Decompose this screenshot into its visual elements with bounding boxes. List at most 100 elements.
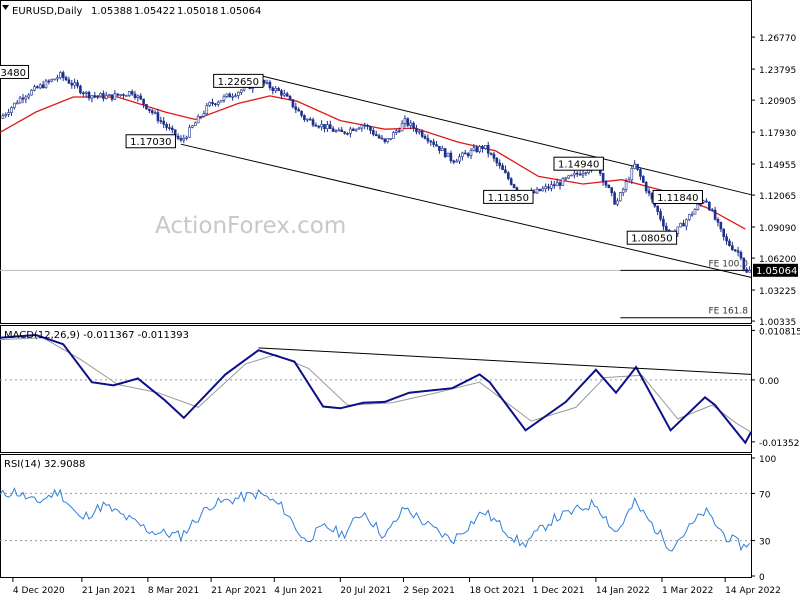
- price-panel-frame: [0, 0, 752, 324]
- candle-body: [214, 103, 217, 105]
- header-low: 1.05018: [177, 6, 218, 17]
- candle-body: [239, 89, 243, 93]
- candle-body: [647, 190, 651, 194]
- candle-body: [461, 152, 464, 158]
- candle-body: [205, 105, 209, 114]
- candle-body: [745, 269, 748, 273]
- current-price-badge: [753, 263, 798, 277]
- candle-body: [736, 250, 740, 253]
- candle-body: [285, 93, 289, 97]
- header-high: 1.05422: [134, 6, 175, 17]
- candle-body: [73, 82, 76, 86]
- candle-body: [274, 88, 278, 92]
- candle-body: [492, 153, 496, 159]
- candle-body: [435, 144, 438, 147]
- candle-body: [389, 138, 392, 140]
- candle-body: [693, 209, 697, 215]
- candle-body: [349, 128, 352, 134]
- candle-body: [705, 200, 708, 203]
- macd-label: MACD(12,26,9) -0.011367 -0.011393: [4, 330, 189, 341]
- candle-body: [185, 136, 188, 139]
- candle-body: [59, 72, 62, 78]
- candle-body: [478, 146, 481, 152]
- candle-body: [550, 184, 553, 189]
- candle-body: [406, 118, 410, 126]
- candle-body: [280, 90, 283, 96]
- candle-body: [87, 91, 91, 99]
- date-tick-label: 20 Jul 2021: [340, 586, 391, 596]
- candle-body: [70, 82, 74, 86]
- candle-body: [130, 91, 134, 95]
- candle-body: [150, 110, 154, 113]
- candle-body: [607, 184, 611, 188]
- candle-body: [412, 122, 415, 129]
- candle-body: [455, 160, 458, 163]
- candle-body: [225, 93, 229, 97]
- candle-body: [733, 249, 737, 252]
- candle-body: [196, 116, 200, 124]
- date-tick-label: 14 Apr 2022: [725, 586, 781, 596]
- date-tick-label: 8 Mar 2021: [148, 586, 199, 596]
- candle-body: [81, 92, 85, 95]
- candle-body: [552, 184, 556, 187]
- candle-body: [182, 138, 186, 141]
- candle-body: [104, 95, 108, 99]
- candle-body: [392, 132, 395, 139]
- candle-body: [423, 136, 427, 139]
- price-tick-label: 1.06200: [759, 255, 796, 265]
- candle-body: [176, 135, 180, 139]
- candle-body: [113, 93, 117, 100]
- rsi-tick-label: 100: [759, 455, 776, 465]
- candle-body: [679, 222, 682, 228]
- candle-body: [354, 128, 358, 131]
- price-tick-label: 1.20905: [759, 97, 796, 107]
- candle-body: [53, 78, 56, 81]
- candle-body: [748, 270, 751, 273]
- candle-body: [234, 95, 237, 97]
- level-label: 23480: [0, 68, 26, 79]
- candle-body: [739, 251, 743, 259]
- candle-body: [156, 112, 160, 121]
- rsi-panel-frame: [0, 454, 752, 578]
- candle-body: [438, 145, 441, 151]
- candle-body: [47, 80, 51, 83]
- candle-body: [469, 150, 473, 157]
- candle-body: [133, 93, 137, 99]
- candle-body: [326, 124, 329, 130]
- candle-body: [15, 102, 19, 105]
- candle-body: [722, 228, 726, 237]
- rsi-line: [0, 486, 750, 552]
- candle-body: [440, 148, 444, 151]
- fe-level-label: FE 100.0: [709, 259, 749, 269]
- rsi-line: [0, 486, 750, 552]
- candle-body: [148, 108, 151, 111]
- candle-body: [636, 163, 639, 170]
- candle-body: [708, 201, 711, 211]
- candle-body: [481, 146, 484, 149]
- candle-body: [93, 95, 97, 97]
- level-label: 1.11850: [488, 193, 529, 204]
- candle-body: [7, 112, 10, 115]
- candle-body: [110, 94, 114, 100]
- date-axis-ticks: 4 Dec 2020 21 Jan 2021 8 Mar 2021 21 Apr 20…: [12, 578, 781, 596]
- candle-body: [363, 124, 367, 127]
- channel-line: [180, 143, 752, 278]
- level-label-box: [652, 189, 703, 204]
- date-tick-label: 14 Jan 2022: [596, 586, 650, 596]
- candle-body: [56, 77, 59, 80]
- candle-body: [208, 102, 211, 106]
- candle-body: [507, 172, 510, 179]
- candle-body: [426, 138, 430, 142]
- candle-body: [38, 84, 42, 89]
- candle-body: [99, 93, 102, 97]
- candle-body: [472, 147, 476, 151]
- candle-body: [541, 188, 545, 192]
- price-tick-label: 1.14955: [759, 161, 796, 171]
- candle-body: [44, 80, 48, 89]
- candle-body: [216, 101, 220, 105]
- date-tick-label: 2 Sep 2021: [404, 586, 455, 596]
- candle-body: [188, 127, 191, 138]
- candle-body: [294, 106, 298, 110]
- header-symbol: EURUSD,Daily: [12, 6, 83, 17]
- candle-body: [581, 172, 585, 176]
